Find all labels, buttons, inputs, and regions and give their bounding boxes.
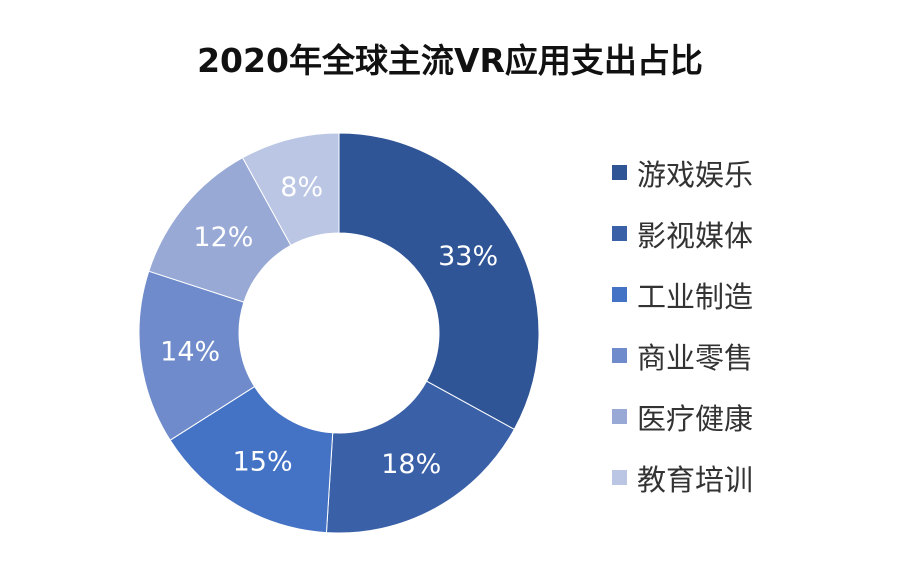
legend-item: 医疗健康 (612, 386, 753, 447)
donut-slice (338, 132, 540, 431)
slice-percent-label: 18% (381, 449, 441, 480)
legend-swatch-icon (612, 165, 627, 180)
legend-swatch-icon (612, 409, 627, 424)
legend-item: 工业制造 (612, 264, 753, 325)
legend-label: 工业制造 (637, 279, 754, 314)
slice-percent-label: 14% (160, 336, 220, 367)
legend-label: 影视媒体 (637, 218, 754, 253)
slice-percent-label: 8% (280, 172, 323, 203)
donut-slice (325, 380, 515, 534)
slice-labels: 33% 18% 15% 14% 12% 8% (160, 172, 498, 480)
legend-swatch-icon (612, 348, 627, 363)
legend-swatch-icon (612, 287, 627, 302)
legend-label: 游戏娱乐 (637, 157, 754, 192)
slice-percent-label: 12% (193, 222, 253, 253)
slice-percent-label: 33% (438, 241, 498, 272)
legend-item: 游戏娱乐 (612, 142, 753, 203)
slice-percent-label: 15% (233, 447, 293, 478)
legend: 游戏娱乐 影视媒体 工业制造 商业零售 医疗健康 教育培训 (612, 142, 753, 508)
legend-item: 影视媒体 (612, 203, 753, 264)
legend-label: 教育培训 (637, 462, 754, 497)
legend-swatch-icon (612, 226, 627, 241)
legend-item: 教育培训 (612, 447, 753, 508)
legend-swatch-icon (612, 470, 627, 485)
legend-label: 医疗健康 (637, 401, 754, 436)
legend-item: 商业零售 (612, 325, 753, 386)
donut-slice (241, 132, 340, 247)
donut-slices (138, 132, 540, 534)
legend-label: 商业零售 (637, 340, 754, 375)
chart-title: 2020年全球主流VR应用支出占比 (197, 41, 703, 80)
